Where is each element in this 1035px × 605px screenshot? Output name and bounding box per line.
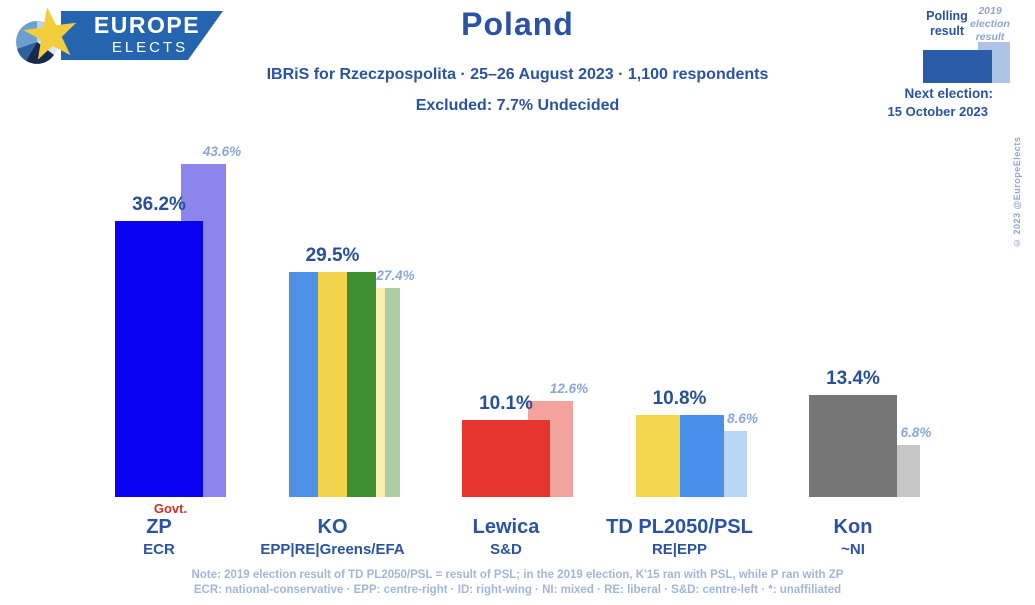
- next-election-label: Next election:: [904, 86, 993, 101]
- party-group-kon: ~NI: [841, 541, 865, 558]
- value-label-zp: 36.2%: [132, 193, 186, 215]
- bar-td-pl2050-psl: [635, 414, 724, 497]
- bar-stripe: [288, 271, 318, 497]
- star-icon: [23, 7, 77, 60]
- party-name-td-pl2050-psl: TD PL2050/PSL: [606, 516, 753, 538]
- value-2019-label-kon: 6.8%: [900, 425, 932, 441]
- legend-polling-swatch: [923, 50, 992, 83]
- value-2019-label-td-pl2050-psl: 8.6%: [727, 411, 758, 427]
- excluded-note: Excluded: 7.7% Undecided: [415, 97, 620, 114]
- copyright-text: © 2023 @EuropeElects: [1012, 136, 1022, 248]
- logo-text-europe: EUROPE: [94, 12, 200, 38]
- bar-lewica: [462, 419, 550, 497]
- party-name-ko: KO: [317, 516, 348, 538]
- bar-stripe: [809, 394, 897, 497]
- page-title: Poland: [461, 6, 574, 42]
- bar-stripe: [462, 419, 550, 497]
- bar-stripe: [635, 414, 680, 497]
- bar-stripe: [317, 271, 348, 497]
- value-2019-label-ko: 27.4%: [376, 267, 415, 283]
- bar-ko: [288, 271, 377, 497]
- legend-election-label: 2019 election result: [970, 5, 1010, 43]
- value-2019-label-lewica: 12.6%: [549, 380, 589, 396]
- govt-badge: Govt.: [153, 501, 188, 516]
- bar-stripe: [384, 287, 400, 497]
- value-2019-label-zp: 43.6%: [202, 144, 242, 160]
- footer-group-legend: ECR: national-conservative · EPP: centre…: [193, 584, 842, 596]
- party-group-ko: EPP|RE|Greens/EFA: [260, 541, 405, 558]
- party-group-lewica: S&D: [490, 541, 522, 558]
- value-label-ko: 29.5%: [305, 244, 360, 266]
- logo-text-elects: ELECTS: [112, 39, 188, 56]
- footer-note: Note: 2019 election result of TD PL2050/…: [191, 569, 844, 581]
- logo-banner: [61, 11, 223, 60]
- next-election-date: 15 October 2023: [887, 104, 988, 119]
- party-name-kon: Kon: [833, 516, 873, 538]
- bar-zp: [115, 220, 203, 497]
- party-group-td-pl2050-psl: RE|EPP: [651, 541, 708, 558]
- europe-elects-logo: EUROPE ELECTS: [16, 7, 223, 64]
- poll-subtitle: IBRiS for Rzeczpospolita · 25–26 August …: [266, 66, 769, 83]
- party-name-lewica: Lewica: [472, 516, 540, 538]
- value-label-kon: 13.4%: [826, 367, 880, 389]
- party-name-zp: ZP: [146, 516, 172, 538]
- bar-stripe: [347, 271, 377, 497]
- legend-polling-label: Polling result: [926, 9, 968, 38]
- value-label-td-pl2050-psl: 10.8%: [652, 387, 707, 409]
- bar-kon: [809, 394, 897, 497]
- bar-stripe: [115, 220, 203, 497]
- bar-stripe: [679, 414, 724, 497]
- value-label-lewica: 10.1%: [479, 392, 533, 414]
- party-group-zp: ECR: [143, 541, 175, 558]
- bar-stripe: [724, 431, 747, 497]
